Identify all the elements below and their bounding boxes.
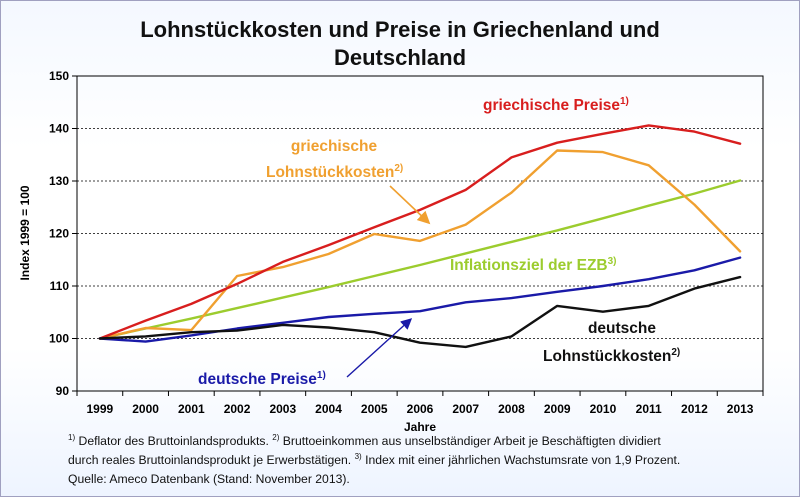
- label-ezb-sup: 3): [608, 256, 617, 267]
- series-line-de-lsk: [98, 275, 742, 349]
- y-tick-label: 140: [49, 122, 69, 136]
- label-gr-preise: griechische Preise1): [483, 96, 629, 114]
- label-gr-lsk-text: Lohnstückkosten: [266, 164, 394, 181]
- label-gr-lsk-sup: 2): [394, 163, 403, 174]
- label-de-lsk-text: Lohnstückkosten: [543, 348, 671, 365]
- label-gr-preise-sup: 1): [620, 96, 629, 107]
- chart-title-line1: Lohnstückkosten und Preise in Griechenla…: [140, 17, 660, 42]
- arrow-gr-lsk: [389, 185, 431, 225]
- x-tick-label: 2007: [452, 402, 479, 416]
- label-gr-lsk-line2: Lohnstückkosten2): [266, 163, 403, 181]
- series-line-de-preise: [98, 256, 742, 343]
- x-tick-label: 2004: [315, 402, 342, 416]
- series-line-gr-lsk: [98, 149, 742, 340]
- footnote-marker-2: 2): [272, 433, 280, 442]
- x-tick-label: 2001: [178, 402, 205, 416]
- x-tick-label: 2003: [269, 402, 296, 416]
- y-tick-label: 90: [56, 384, 70, 398]
- x-axis-ticks: 1999 2000 2001 2002 2003 2004 2005 2006 2007 2008…: [76, 391, 764, 416]
- x-tick-label: 2006: [407, 402, 434, 416]
- x-tick-label: 2011: [636, 402, 662, 416]
- label-de-preise: deutsche Preise1): [198, 370, 326, 388]
- arrow-de-preise: [346, 318, 413, 378]
- x-tick-label: 2009: [544, 402, 571, 416]
- x-tick-label: 1999: [87, 402, 114, 416]
- label-de-lsk-sup: 2): [671, 347, 680, 358]
- x-tick-label: 2000: [132, 402, 159, 416]
- x-tick-label: 2012: [681, 402, 708, 416]
- x-tick-label: 2008: [498, 402, 525, 416]
- footnote-source: Quelle: Ameco Datenbank (Stand: November…: [68, 472, 350, 486]
- x-tick-label: 2002: [224, 402, 251, 416]
- label-de-lsk-line2: Lohnstückkosten2): [543, 347, 680, 365]
- footnote-line2: durch reales Bruttoinlandsprodukt je Erw…: [68, 451, 788, 470]
- chart-title: Lohnstückkosten und Preise in Griechenla…: [0, 16, 800, 72]
- footnote-line1: 1) Deflator des Bruttoinlandsprodukts. 2…: [68, 432, 788, 451]
- footnote-3-text: Index mit einer jährlichen Wachstumsrate…: [361, 453, 681, 467]
- series-line-gr-preise: [98, 124, 742, 340]
- label-de-preise-sup: 1): [317, 370, 326, 381]
- series-line-ezb: [98, 179, 742, 340]
- series-lines: [98, 124, 742, 349]
- footnote-1-text: Deflator des Bruttoinlandsprodukts.: [75, 434, 273, 448]
- y-tick-label: 150: [49, 69, 69, 83]
- label-de-preise-text: deutsche Preise: [198, 371, 317, 388]
- x-tick-label: 2013: [727, 402, 754, 416]
- label-ezb-text: Inflationsziel der EZB: [450, 257, 608, 274]
- y-tick-label: 100: [49, 332, 69, 346]
- y-tick-label: 110: [50, 279, 70, 293]
- footnotes: 1) Deflator des Bruttoinlandsprodukts. 2…: [68, 432, 788, 489]
- label-gr-lsk-line1: griechische: [291, 138, 378, 155]
- footnote-2-text-b: durch reales Bruttoinlandsprodukt je Erw…: [68, 453, 355, 467]
- y-axis-ticks: 90 100 110 120 130 140 150: [49, 69, 77, 398]
- y-axis-label: Index 1999 = 100: [18, 185, 32, 280]
- x-axis-label: Jahre: [404, 420, 436, 434]
- chart-title-line2: Deutschland: [333, 45, 467, 70]
- y-tick-label: 120: [49, 227, 69, 241]
- y-tick-label: 130: [49, 174, 69, 188]
- footnote-2-text-a: Bruttoeinkommen aus unselbständiger Arbe…: [279, 434, 661, 448]
- footnote-marker-1: 1): [68, 433, 76, 442]
- label-gr-preise-text: griechische Preise: [483, 97, 620, 114]
- label-de-lsk-line1: deutsche: [588, 320, 656, 337]
- x-tick-label: 2010: [590, 402, 617, 416]
- footnote-marker-3: 3): [354, 452, 362, 461]
- x-tick-label: 2005: [361, 402, 388, 416]
- label-ezb: Inflationsziel der EZB3): [450, 256, 617, 274]
